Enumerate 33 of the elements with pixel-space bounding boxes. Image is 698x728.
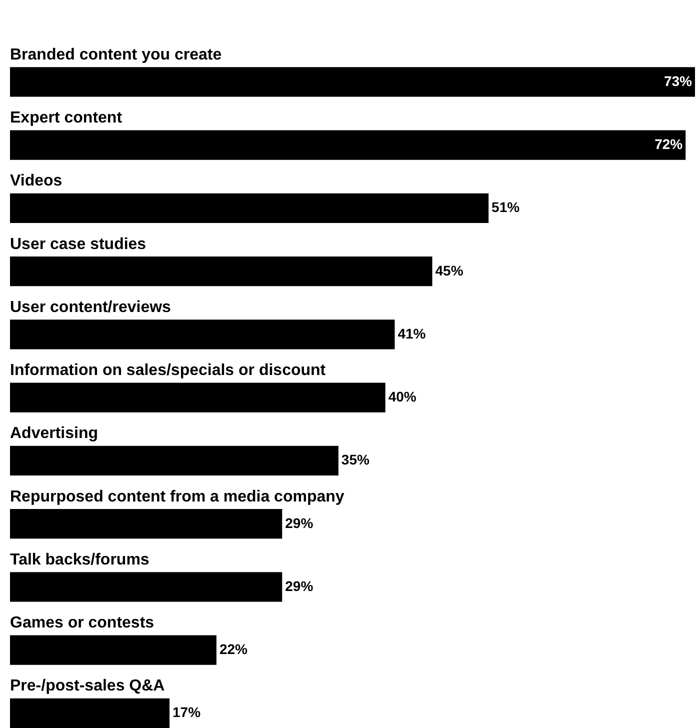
- data-label: 72%: [654, 136, 684, 152]
- bar: [10, 446, 338, 476]
- y-tick-label: Pre-/post-sales Q&A: [10, 678, 166, 695]
- bar: [10, 256, 432, 286]
- data-label: 22%: [219, 641, 248, 658]
- data-label: 45%: [435, 262, 464, 278]
- bar: [10, 320, 395, 350]
- data-label: 41%: [398, 325, 426, 342]
- bar: [10, 572, 282, 602]
- y-tick-label: Advertising: [10, 425, 98, 442]
- bar: [10, 698, 170, 728]
- y-tick-label: Expert content: [10, 110, 123, 127]
- data-label: 29%: [285, 514, 314, 531]
- y-tick-label: Games or contests: [10, 614, 154, 632]
- y-tick-label: Videos: [10, 172, 62, 190]
- data-label: 40%: [388, 388, 417, 405]
- bar: [10, 382, 386, 412]
- y-tick-label: Talk backs/forums: [10, 551, 150, 568]
- y-tick-label: Branded content you create: [10, 46, 222, 64]
- data-label: 29%: [285, 578, 314, 594]
- data-label: 73%: [664, 72, 693, 89]
- bar: [10, 67, 695, 97]
- data-label: 17%: [172, 704, 202, 720]
- data-label: 35%: [341, 452, 370, 468]
- y-tick-label: User case studies: [10, 236, 146, 253]
- y-tick-label: User content/reviews: [10, 298, 172, 316]
- data-label: 51%: [492, 199, 520, 216]
- bar: [10, 635, 216, 665]
- bar: [10, 508, 282, 539]
- y-tick-label: Repurposed content from a media company: [10, 488, 344, 506]
- y-tick-label: Information on sales/specials or discount: [10, 362, 326, 380]
- bar: [10, 193, 489, 224]
- bar: [10, 130, 686, 160]
